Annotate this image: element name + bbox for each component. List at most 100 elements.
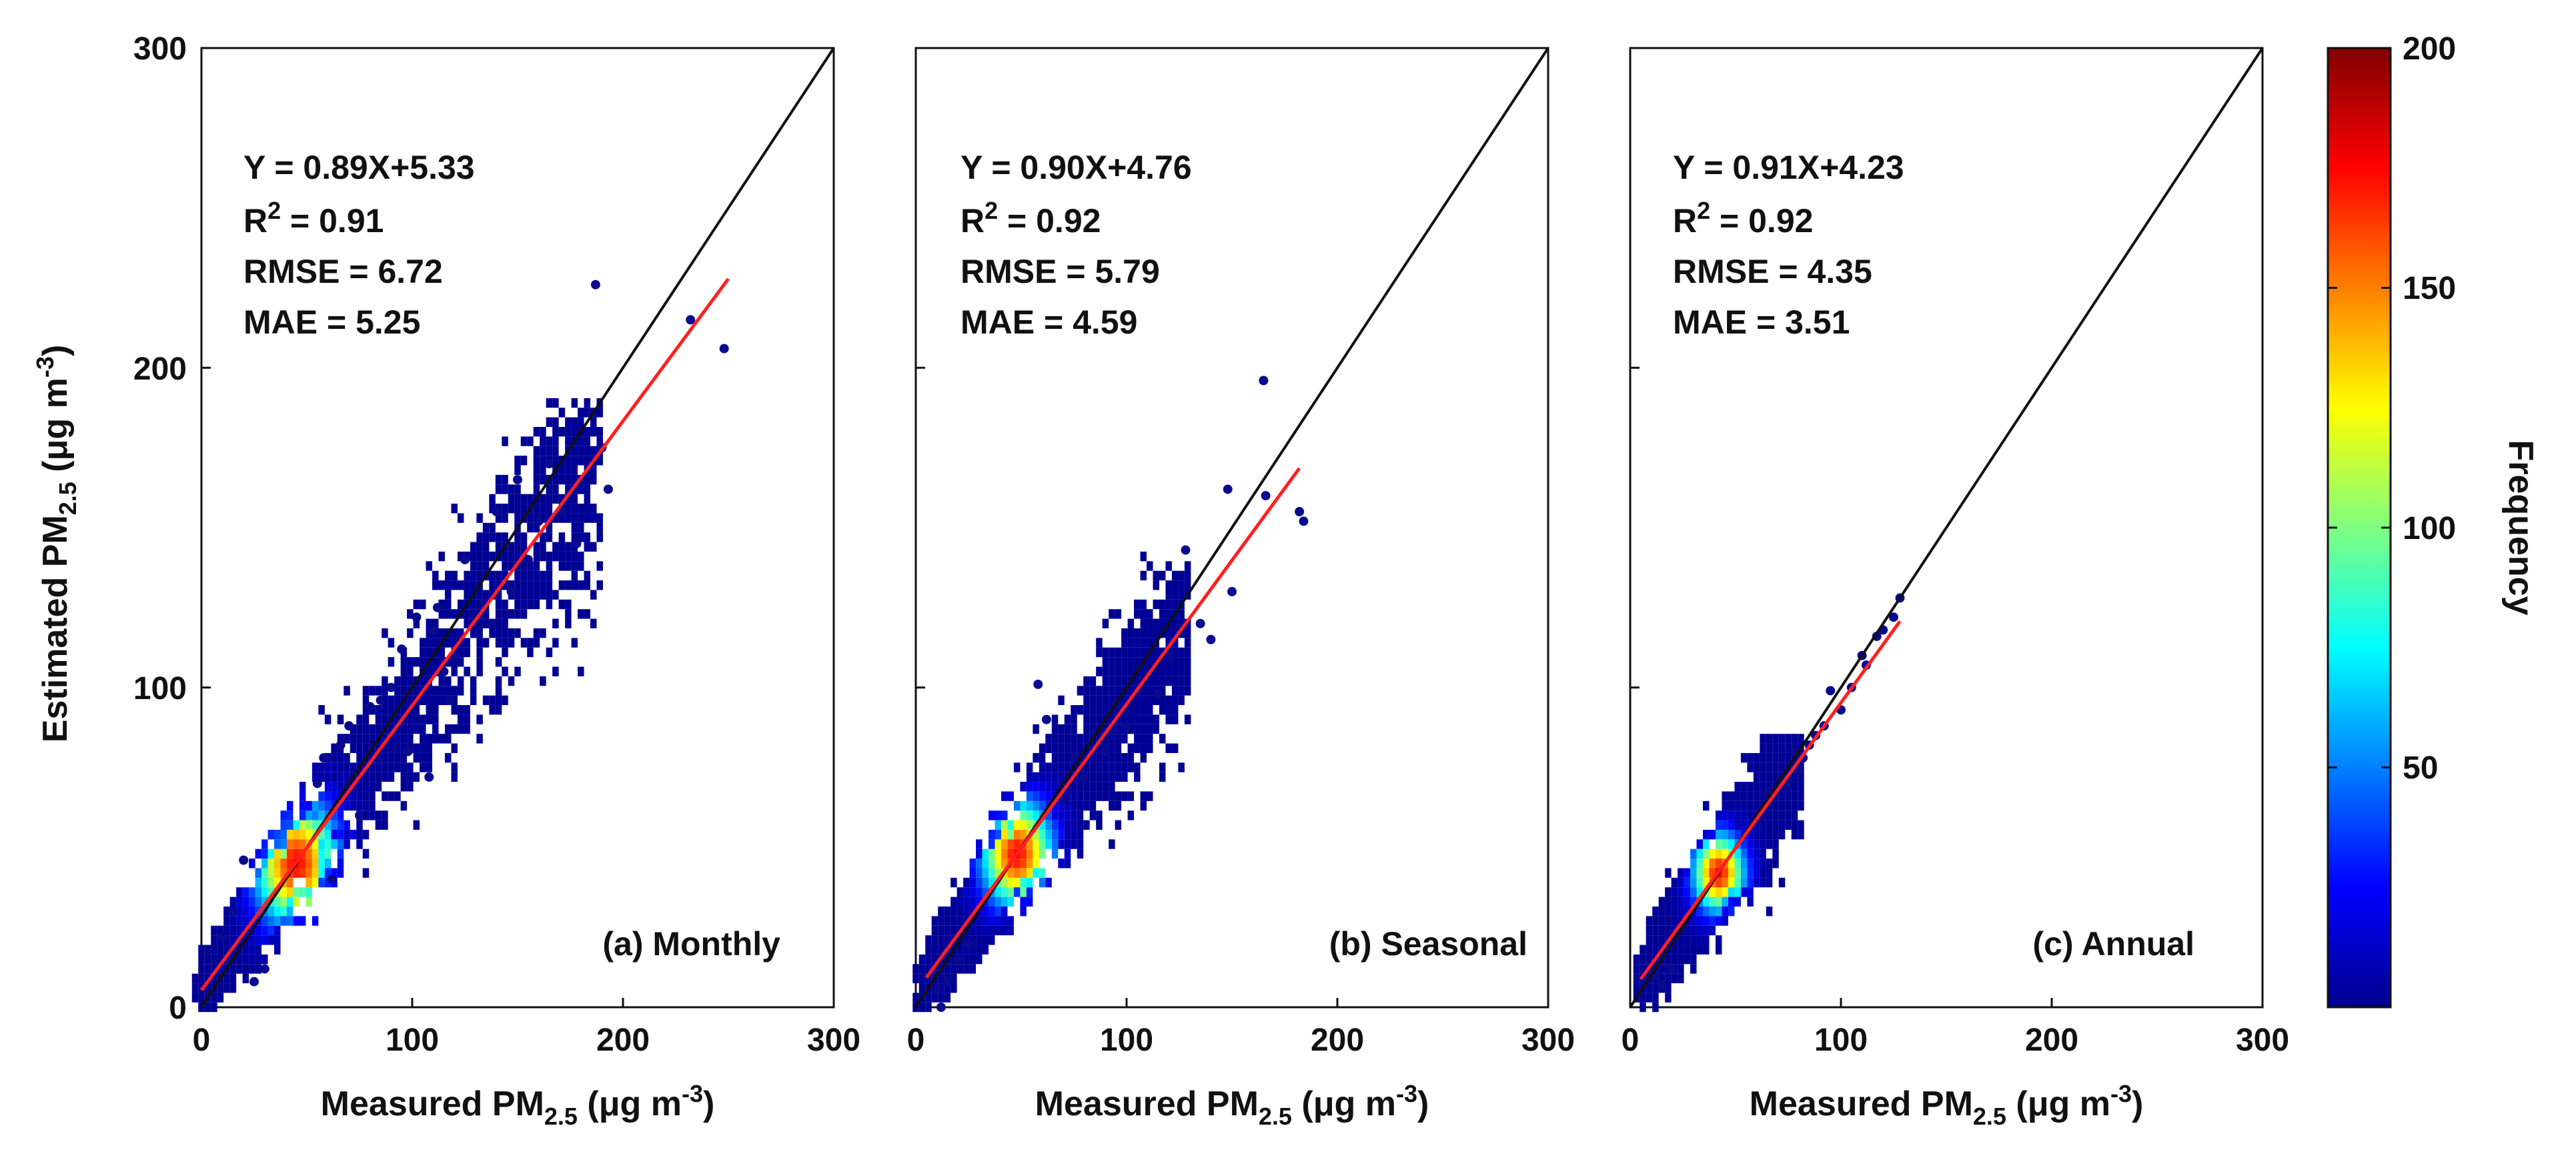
density-cell [457,599,464,610]
density-cell [476,628,483,638]
density-cell [558,561,566,571]
density-cell [1147,628,1153,638]
density-cell [1007,820,1014,830]
density-cell [1740,887,1748,897]
density-cell [989,810,995,820]
density-cell [1652,945,1659,955]
density-cell [1007,925,1014,936]
density-cell [400,724,408,734]
density-cell [514,570,521,581]
panel-label: (b) Seasonal [1329,925,1527,963]
density-cell [508,484,515,494]
density-cell [558,532,566,542]
density-cell [1064,791,1071,801]
density-cell [344,762,350,772]
density-cell [533,580,540,590]
density-cell [1633,973,1640,984]
density-cell [590,465,597,475]
data-point [1657,980,1667,990]
density-cell [457,724,464,734]
density-cell [1766,820,1773,830]
density-cell [1077,782,1084,792]
density-cell [533,542,540,552]
density-cell [451,504,458,514]
density-cell [1740,848,1748,859]
density-cell [533,504,540,514]
density-cell [1722,897,1728,907]
density-cell [1026,791,1033,801]
density-cell [286,829,293,840]
density-cell [311,839,319,849]
density-cell [337,772,344,782]
density-cell [1147,734,1153,744]
density-cell [1646,983,1653,993]
density-cell [989,925,995,936]
density-cell [1722,791,1728,801]
density-cell [976,868,983,878]
density-cell [1045,877,1052,888]
density-cell [1798,782,1804,792]
x-axis-label: Measured PM2.5 (μg m-3) [321,1080,715,1130]
density-cell [1140,724,1147,734]
density-cell [514,504,521,514]
density-cell [995,916,1001,926]
density-cell [1026,810,1033,820]
ytick-label: 200 [133,352,187,387]
density-cell [457,686,464,696]
density-cell [1115,657,1122,667]
density-cell [931,993,938,1003]
density-cell [1690,935,1697,945]
density-cell [956,897,964,907]
density-cell [204,973,211,984]
data-point [1668,964,1678,974]
density-cell [912,973,919,984]
density-cell [217,964,224,974]
density-cell [305,829,312,840]
density-cell [1184,638,1191,648]
density-cell [223,973,230,984]
density-cell [578,484,584,494]
density-cell [1184,657,1191,667]
density-cell [1678,877,1684,888]
density-cell [1064,839,1071,849]
density-cell [1045,791,1052,801]
density-cell [1127,762,1135,772]
data-point [1101,746,1111,756]
density-cell [1102,752,1109,763]
density-cell [1001,907,1008,917]
density-cell [1798,734,1804,744]
density-cell [413,705,420,715]
density-cell [1728,800,1735,811]
density-cell [1020,897,1027,907]
density-cell [375,772,382,782]
density-cell [508,504,515,514]
density-cell [1102,686,1109,696]
density-cell [1772,752,1779,763]
density-cell [1127,638,1135,648]
density-cell [1083,791,1090,801]
density-cell [489,504,496,514]
density-cell [337,762,344,772]
xtick-label: 100 [1814,1023,1868,1058]
density-cell [1007,848,1014,859]
density-cell [242,945,249,955]
density-cell [1153,599,1159,610]
density-cell [1140,551,1147,562]
density-cell [1690,925,1697,936]
density-cell [514,599,521,610]
density-cell [533,570,540,581]
density-cell [1058,829,1065,840]
density-cell [1703,868,1710,878]
density-cell [969,964,977,974]
density-cell [1646,935,1653,945]
density-cell [502,580,508,590]
density-cell [1178,570,1185,581]
density-cell [242,973,249,984]
density-cell [1134,628,1141,638]
density-cell [1058,800,1065,811]
density-cell [274,935,281,945]
density-cell [311,858,319,868]
density-cell [1039,848,1046,859]
density-cell [1127,810,1135,820]
density-cell [464,705,470,715]
